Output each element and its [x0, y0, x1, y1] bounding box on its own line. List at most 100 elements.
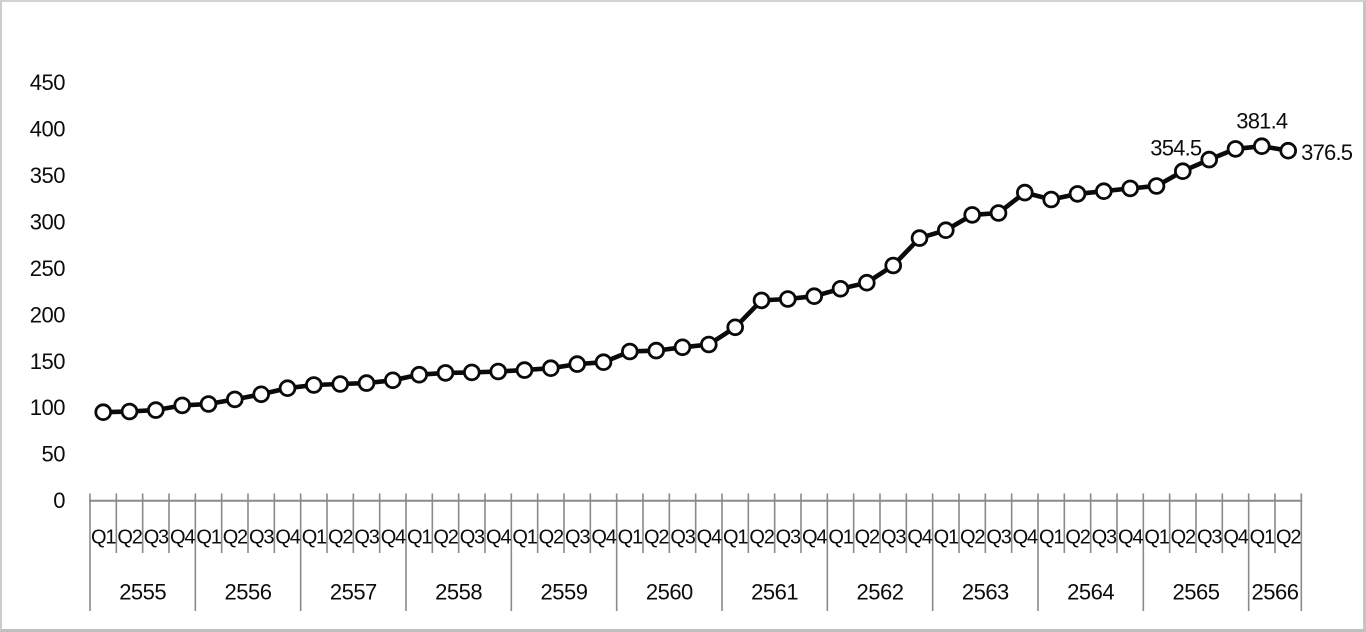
data-label: 381.4	[1236, 109, 1288, 134]
data-point-marker	[383, 371, 402, 390]
quarter-label: Q4	[1013, 527, 1038, 549]
quarter-label: Q1	[407, 527, 432, 549]
y-axis-tick-label: 100	[30, 395, 65, 420]
data-point-marker	[515, 361, 534, 379]
data-point-marker	[778, 290, 797, 308]
data-line	[103, 143, 1289, 415]
data-point-marker	[1068, 185, 1087, 203]
data-point-marker	[1253, 137, 1271, 156]
quarter-label: Q4	[907, 527, 932, 549]
data-point-marker	[278, 379, 297, 398]
data-point-marker	[199, 395, 218, 413]
data-point-marker	[673, 338, 692, 357]
quarter-label: Q3	[776, 527, 801, 549]
year-label: 2557	[330, 580, 377, 605]
quarter-label: Q1	[934, 527, 959, 549]
quarter-label: Q3	[565, 527, 590, 549]
y-axis-tick-label: 200	[30, 302, 65, 327]
quarter-label: Q2	[1276, 527, 1301, 549]
year-label: 2562	[857, 580, 904, 605]
quarter-label: Q4	[697, 527, 722, 549]
quarter-label: Q2	[117, 527, 142, 549]
quarter-label: Q4	[1223, 527, 1248, 549]
y-axis-tick-label: 150	[30, 349, 65, 374]
quarter-label: Q4	[591, 527, 616, 549]
quarter-label: Q4	[1118, 527, 1143, 549]
quarter-label: Q3	[144, 527, 169, 549]
year-label: 2566	[1252, 580, 1299, 605]
data-point-marker	[831, 279, 850, 298]
quarter-label: Q3	[1092, 527, 1117, 549]
quarter-label: Q1	[1250, 527, 1275, 549]
quarter-label: Q1	[91, 527, 116, 549]
quarter-label: Q3	[249, 527, 274, 549]
y-axis-tick-label: 300	[30, 209, 65, 234]
year-label: 2561	[751, 580, 798, 605]
data-point-marker	[1174, 162, 1192, 181]
year-label: 2563	[962, 580, 1009, 605]
data-point-marker	[963, 206, 981, 224]
data-point-marker	[462, 363, 481, 382]
quarter-label: Q3	[1197, 527, 1222, 549]
data-point-marker	[304, 376, 323, 394]
y-axis-tick-label: 250	[30, 256, 65, 281]
data-point-marker	[936, 221, 955, 240]
quarter-label: Q2	[644, 527, 669, 549]
y-axis-tick-label: 0	[53, 488, 65, 513]
quarter-label: Q1	[302, 527, 327, 549]
quarter-label: Q3	[460, 527, 485, 549]
year-label: 2564	[1067, 580, 1114, 605]
data-point-marker	[884, 256, 902, 275]
data-point-marker	[1121, 179, 1139, 198]
data-point-marker	[857, 273, 876, 292]
data-point-marker	[594, 353, 613, 372]
quarter-label: Q1	[1039, 527, 1064, 549]
quarter-label: Q4	[486, 527, 511, 549]
data-point-marker	[568, 355, 586, 373]
data-point-marker	[647, 341, 665, 360]
quarter-label: Q1	[1144, 527, 1169, 549]
data-point-marker	[1200, 150, 1218, 169]
year-label: 2555	[119, 580, 166, 605]
data-point-marker	[173, 396, 192, 415]
quarter-label: Q2	[1171, 527, 1196, 549]
quarter-label: Q1	[723, 527, 748, 549]
y-axis-tick-label: 350	[30, 163, 65, 188]
quarter-label: Q2	[960, 527, 985, 549]
quarter-label: Q1	[828, 527, 853, 549]
data-point-marker	[357, 374, 376, 392]
data-point-marker	[752, 291, 771, 310]
quarter-label: Q4	[802, 527, 827, 549]
data-point-marker	[489, 362, 508, 381]
data-point-marker	[699, 335, 718, 354]
data-point-marker	[726, 318, 744, 337]
quarter-label: Q4	[275, 527, 300, 549]
quarter-label: Q3	[354, 527, 379, 549]
data-point-marker	[94, 403, 112, 422]
data-point-marker	[989, 204, 1008, 222]
data-point-marker	[1226, 140, 1245, 158]
quarter-label: Q2	[223, 527, 248, 549]
data-point-marker	[120, 402, 139, 421]
y-axis-tick-label: 50	[42, 442, 66, 467]
data-point-marker	[1016, 183, 1034, 202]
data-label: 376.5	[1301, 140, 1353, 165]
data-point-marker	[910, 229, 929, 247]
quarter-label: Q2	[1065, 527, 1090, 549]
data-point-marker	[1095, 182, 1113, 201]
year-label: 2556	[225, 580, 272, 605]
quarter-label: Q2	[855, 527, 880, 549]
data-point-marker	[436, 364, 455, 382]
quarter-label: Q3	[986, 527, 1011, 549]
quarter-label: Q4	[170, 527, 195, 549]
quarter-label: Q1	[196, 527, 221, 549]
data-point-marker	[805, 287, 823, 306]
year-label: 2565	[1173, 580, 1220, 605]
quarter-label: Q4	[381, 527, 406, 549]
y-axis-tick-label: 450	[30, 70, 65, 95]
data-point-marker	[1279, 141, 1297, 160]
quarter-label: Q2	[433, 527, 458, 549]
data-point-marker	[331, 375, 350, 393]
